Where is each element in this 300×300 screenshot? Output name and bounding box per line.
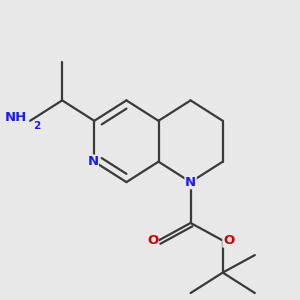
Text: O: O: [147, 234, 158, 247]
Text: 2: 2: [34, 121, 41, 131]
Text: N: N: [185, 176, 196, 189]
Text: N: N: [87, 155, 98, 168]
Text: NH: NH: [5, 111, 27, 124]
Text: O: O: [223, 234, 234, 247]
